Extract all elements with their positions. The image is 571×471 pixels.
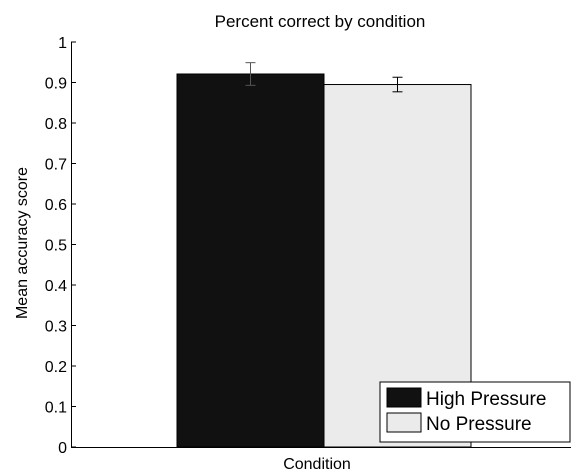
- x-axis-line: [71, 447, 571, 448]
- y-axis-line: [71, 42, 72, 448]
- bar-high-pressure: [176, 73, 325, 448]
- y-tick-label: 0.3: [45, 319, 67, 336]
- chart-title: Percent correct by condition: [215, 12, 426, 31]
- y-tick-label: 0.9: [45, 76, 67, 93]
- y-tick-label: 0.5: [45, 238, 67, 255]
- y-tick-label: 0.8: [45, 116, 67, 133]
- bars: [176, 73, 472, 448]
- y-axis-label: Mean accuracy score: [14, 167, 31, 319]
- legend-swatch-high-pressure: [386, 387, 422, 408]
- legend: High Pressure No Pressure: [379, 381, 571, 443]
- y-tick-label: 0: [58, 440, 67, 457]
- y-tick-label: 0.6: [45, 197, 67, 214]
- x-axis-label: Condition: [283, 456, 351, 471]
- error-bar-no-pressure: [392, 76, 403, 93]
- legend-swatch-no-pressure: [386, 412, 422, 433]
- error-bar-high-pressure: [245, 62, 256, 86]
- y-tick-label: 0.7: [45, 157, 67, 174]
- y-tick-label: 0.4: [45, 278, 67, 295]
- legend-label-high-pressure: High Pressure: [426, 389, 546, 410]
- legend-label-no-pressure: No Pressure: [426, 414, 532, 435]
- y-tick-label: 0.2: [45, 359, 67, 376]
- y-tick-label: 0.1: [45, 400, 67, 417]
- error-bars: [245, 62, 403, 93]
- y-tick-label: 1: [58, 35, 67, 52]
